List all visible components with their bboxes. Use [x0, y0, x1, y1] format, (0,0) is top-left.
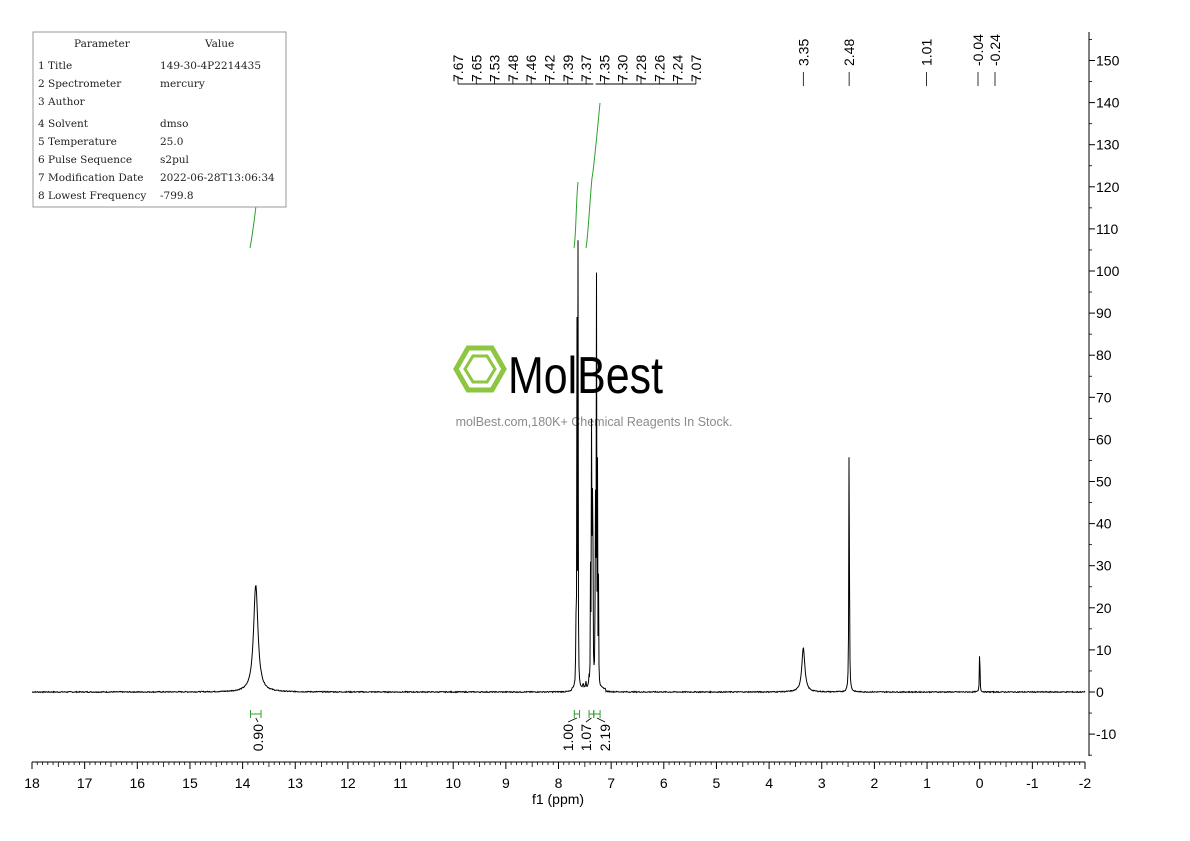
peak-label: 7.28	[633, 55, 649, 82]
integral-leader	[585, 717, 592, 723]
param-label-1: 1 Title	[38, 60, 72, 72]
integral-curve	[573, 181, 579, 249]
y-tick-label: 90	[1096, 305, 1112, 321]
peak-label: 7.48	[505, 55, 521, 82]
param-value-1: 149-30-4P2214435	[160, 60, 261, 72]
x-tick-label: 11	[393, 775, 408, 791]
param-value-2: mercury	[160, 78, 205, 90]
peak-label: 7.07	[688, 55, 704, 82]
x-tick-label: 5	[713, 775, 721, 791]
param-label-5: 5 Temperature	[38, 136, 117, 148]
integral-curve	[585, 177, 593, 249]
integral-value-label: 1.00	[560, 724, 576, 751]
x-tick-label: 1	[923, 775, 931, 791]
y-tick-label: 70	[1096, 389, 1112, 405]
watermark-brand: MolBest	[508, 347, 663, 405]
integral-leader	[255, 717, 259, 723]
x-tick-label: -1	[1026, 775, 1039, 791]
peak-label: 7.53	[487, 55, 503, 82]
x-tick-label: 14	[235, 775, 251, 791]
benzene-logo-icon	[453, 345, 507, 393]
x-tick-label: 9	[502, 775, 510, 791]
peak-label: 2.48	[841, 39, 857, 66]
peak-label: 7.67	[450, 55, 466, 82]
x-tick-label: 13	[287, 775, 303, 791]
peak-label: 7.30	[615, 55, 631, 82]
y-tick-label: -10	[1096, 726, 1116, 742]
peak-label: 7.37	[578, 55, 594, 82]
y-tick-label: 80	[1096, 347, 1112, 363]
peak-label: 7.24	[670, 55, 686, 82]
integral-curve	[591, 102, 601, 179]
watermark-tagline: molBest.com,180K+ Chemical Reagents In S…	[456, 415, 733, 429]
peak-label-group: 7.67 7.65 7.53 7.48 7.46 7.42 7.39 7.37 7.35 7.30…	[248, 31, 1003, 86]
peak-label: 7.39	[560, 55, 576, 82]
y-tick-label: 140	[1096, 95, 1120, 111]
x-tick-label: 8	[555, 775, 563, 791]
integral-value-label: 1.07	[578, 724, 594, 751]
integral-value-label: 0.90	[250, 724, 266, 751]
y-tick-label: 110	[1096, 221, 1119, 237]
peak-label: 7.46	[523, 55, 539, 82]
integral-value-label: 2.19	[597, 724, 613, 751]
y-tick-label: 30	[1096, 558, 1112, 574]
y-tick-label: 120	[1096, 179, 1120, 195]
param-header: Parameter	[74, 38, 131, 50]
x-tick-label: -2	[1079, 775, 1092, 791]
x-tick-label: 6	[660, 775, 668, 791]
peak-label: 3.35	[795, 39, 811, 66]
param-value-6: s2pul	[160, 154, 190, 166]
x-tick-label: 0	[976, 775, 984, 791]
parameter-table: Parameter Value 1 Title 149-30-4P2214435 2…	[32, 31, 287, 208]
y-tick-label: 50	[1096, 474, 1112, 490]
integral-group: 0.90 1.00 1.07 2.19	[249, 102, 613, 751]
x-tick-label: 4	[765, 775, 773, 791]
value-header: Value	[204, 38, 234, 50]
param-label-2: 2 Spectrometer	[38, 78, 122, 90]
param-label-6: 6 Pulse Sequence	[38, 154, 132, 166]
peak-label: 7.26	[651, 55, 667, 82]
x-tick-label: 7	[607, 775, 615, 791]
peak-label: 7.42	[542, 55, 558, 82]
param-value-5: 25.0	[160, 136, 183, 148]
param-value-4: dmso	[160, 118, 188, 130]
y-tick-label: 0	[1096, 684, 1104, 700]
x-axis: 18 17 16 15 14 13 12 11 10 9 8 7 6 5 4 3 2 1 0 -1 -2	[24, 761, 1092, 791]
x-axis-label: f1 (ppm)	[532, 791, 584, 807]
x-tick-label: 15	[182, 775, 198, 791]
integral-leader	[596, 717, 606, 723]
param-label-8: 8 Lowest Frequency	[38, 190, 146, 202]
y-tick-label: 100	[1096, 263, 1120, 279]
peak-label: -0.04	[970, 34, 986, 66]
x-tick-label: 12	[340, 775, 356, 791]
y-tick-label: 20	[1096, 600, 1112, 616]
peak-label: 7.35	[596, 55, 612, 82]
x-tick-label: 18	[24, 775, 40, 791]
watermark: MolBest molBest.com,180K+ Chemical Reage…	[453, 345, 733, 429]
param-label-7: 7 Modification Date	[38, 172, 143, 184]
peak-label: -0.24	[987, 34, 1003, 66]
param-label-4: 4 Solvent	[38, 118, 89, 130]
y-tick-label: 130	[1096, 137, 1120, 153]
peak-label: 7.65	[468, 55, 484, 82]
x-tick-label: 2	[871, 775, 879, 791]
x-tick-label: 16	[130, 775, 146, 791]
x-tick-label: 3	[818, 775, 826, 791]
x-tick-label: 17	[77, 775, 93, 791]
y-tick-label: 150	[1096, 53, 1120, 69]
integral-leader	[567, 717, 578, 723]
y-tick-label: 40	[1096, 516, 1112, 532]
y-tick-label: 60	[1096, 431, 1112, 447]
spectrum-trace	[31, 240, 1086, 694]
peak-label: 1.01	[919, 39, 935, 66]
param-value-7: 2022-06-28T13:06:34	[160, 172, 275, 184]
param-value-8: -799.8	[160, 190, 194, 202]
x-tick-label: 10	[445, 775, 461, 791]
y-tick-label: 10	[1096, 642, 1112, 658]
param-label-3: 3 Author	[38, 96, 86, 108]
